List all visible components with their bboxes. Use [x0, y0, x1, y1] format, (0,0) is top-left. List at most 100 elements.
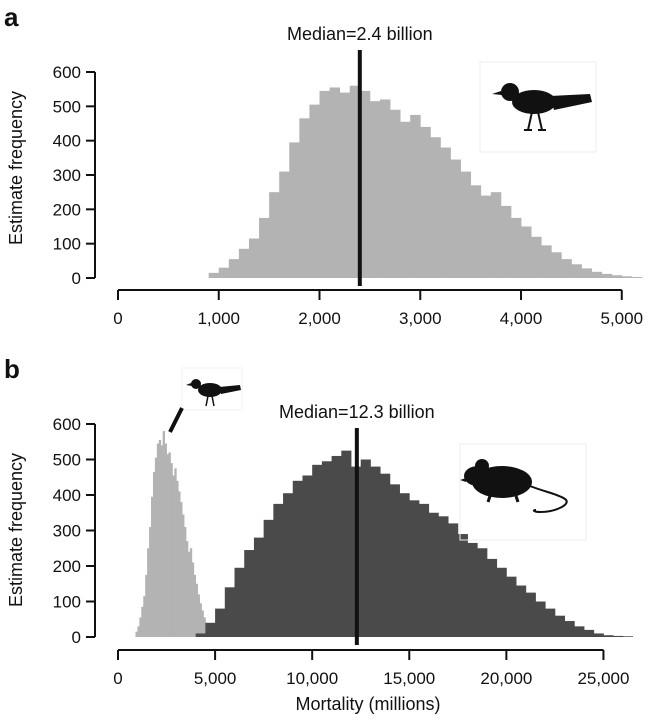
histogram-bar [400, 121, 411, 279]
histogram-bar [551, 252, 562, 278]
histogram-bar [601, 273, 613, 278]
histogram-bar [215, 608, 226, 637]
panel-a-ylabel: Estimate frequency [6, 91, 26, 245]
histogram-bar [201, 610, 204, 637]
histogram-bar [591, 271, 603, 278]
histogram-bar [613, 635, 624, 637]
histogram-bar [621, 276, 633, 278]
histogram-bar [500, 205, 512, 278]
histogram-bar [185, 541, 189, 637]
x-tick-label: 15,000 [383, 669, 435, 688]
x-tick-label: 4,000 [500, 309, 543, 328]
histogram-bar [554, 615, 566, 637]
histogram-bar [170, 463, 173, 637]
histogram-bar [248, 238, 260, 278]
histogram-bar [428, 512, 439, 637]
histogram-bar [259, 217, 270, 278]
histogram-bar [141, 606, 144, 637]
histogram-bar [151, 496, 154, 637]
histogram-bar [593, 633, 604, 637]
panel-a-axes: 0 1,000 2,000 3,000 4,000 5,000 0 100 200 300 400 5… [53, 63, 643, 328]
histogram-bar [273, 503, 284, 637]
histogram-bar [135, 631, 138, 637]
panel-b-label: b [4, 354, 20, 384]
x-tick-label: 0 [113, 669, 122, 688]
x-tick-label: 20,000 [480, 669, 532, 688]
x-tick-label: 3,000 [399, 309, 442, 328]
histogram-bar [321, 461, 332, 637]
histogram-bar [147, 548, 150, 637]
y-tick-label: 300 [53, 522, 81, 541]
bird-pointer-line [168, 407, 184, 433]
histogram-bar [203, 617, 206, 637]
histogram-bar [370, 466, 381, 637]
y-tick-label: 0 [72, 269, 81, 288]
histogram-bar [253, 537, 265, 637]
y-tick-label: 100 [53, 235, 81, 254]
panel-a-label: a [4, 2, 19, 32]
histogram-bar [341, 450, 352, 637]
histogram-bar [490, 192, 502, 278]
y-tick-label: 400 [53, 132, 81, 151]
panel-a-median-label: Median=2.4 billion [287, 24, 433, 44]
histogram-bar [164, 443, 167, 637]
histogram-bar [283, 493, 294, 637]
histogram-bar [480, 195, 492, 278]
x-tick-label: 10,000 [286, 669, 338, 688]
histogram-bar [191, 562, 195, 637]
histogram-bar [224, 587, 235, 637]
histogram-bar [477, 548, 488, 637]
histogram-bar [470, 185, 482, 278]
histogram-bar [158, 439, 162, 637]
histogram-bar [331, 455, 342, 637]
histogram-bar [208, 272, 220, 278]
histogram-bar [197, 594, 200, 637]
histogram-bar [199, 603, 202, 637]
histogram-bar [390, 109, 401, 279]
y-tick-label: 500 [53, 97, 81, 116]
histogram-bar [312, 464, 323, 637]
histogram-bar [189, 548, 193, 637]
histogram-bar [263, 519, 274, 637]
histogram-bar [162, 431, 166, 637]
histogram-bar [448, 523, 459, 637]
histogram-bar [349, 85, 361, 278]
histogram-bar [172, 475, 175, 637]
histogram-bar [440, 147, 451, 278]
histogram-bar [184, 526, 187, 637]
histogram-bar [410, 114, 421, 279]
panel-a: a Estimate frequency 0 1,000 2,000 3,000 4,0… [4, 2, 643, 328]
histogram-bar [631, 276, 643, 278]
histogram-bar [486, 558, 498, 637]
histogram-bar [279, 171, 290, 278]
histogram-bar [143, 596, 146, 637]
histogram-bar [545, 608, 556, 637]
histogram-bar [521, 226, 532, 278]
histogram-bar [176, 480, 179, 637]
histogram-bar [450, 159, 461, 278]
y-tick-label: 400 [53, 486, 81, 505]
histogram-bar [193, 574, 197, 637]
histogram-bar [457, 534, 468, 637]
histogram-bar [460, 171, 472, 278]
histogram-bar [379, 99, 391, 278]
histogram-bar [156, 443, 160, 637]
histogram-bar [561, 259, 572, 278]
histogram-bar [234, 567, 245, 637]
histogram-bar [154, 457, 158, 637]
x-tick-label: 1,000 [197, 309, 240, 328]
histogram-bar [228, 259, 240, 278]
histogram-bar [137, 626, 140, 637]
y-tick-label: 0 [72, 628, 81, 647]
x-tick-label: 0 [113, 309, 122, 328]
histogram-bar [359, 90, 371, 278]
histogram-bar [195, 583, 199, 637]
histogram-bar [622, 636, 633, 637]
y-tick-label: 300 [53, 166, 81, 185]
histogram-bar [525, 592, 536, 637]
bird-icon [181, 367, 243, 411]
histogram-bar [611, 275, 623, 278]
histogram-bar [531, 236, 542, 278]
histogram-bar [329, 87, 341, 278]
